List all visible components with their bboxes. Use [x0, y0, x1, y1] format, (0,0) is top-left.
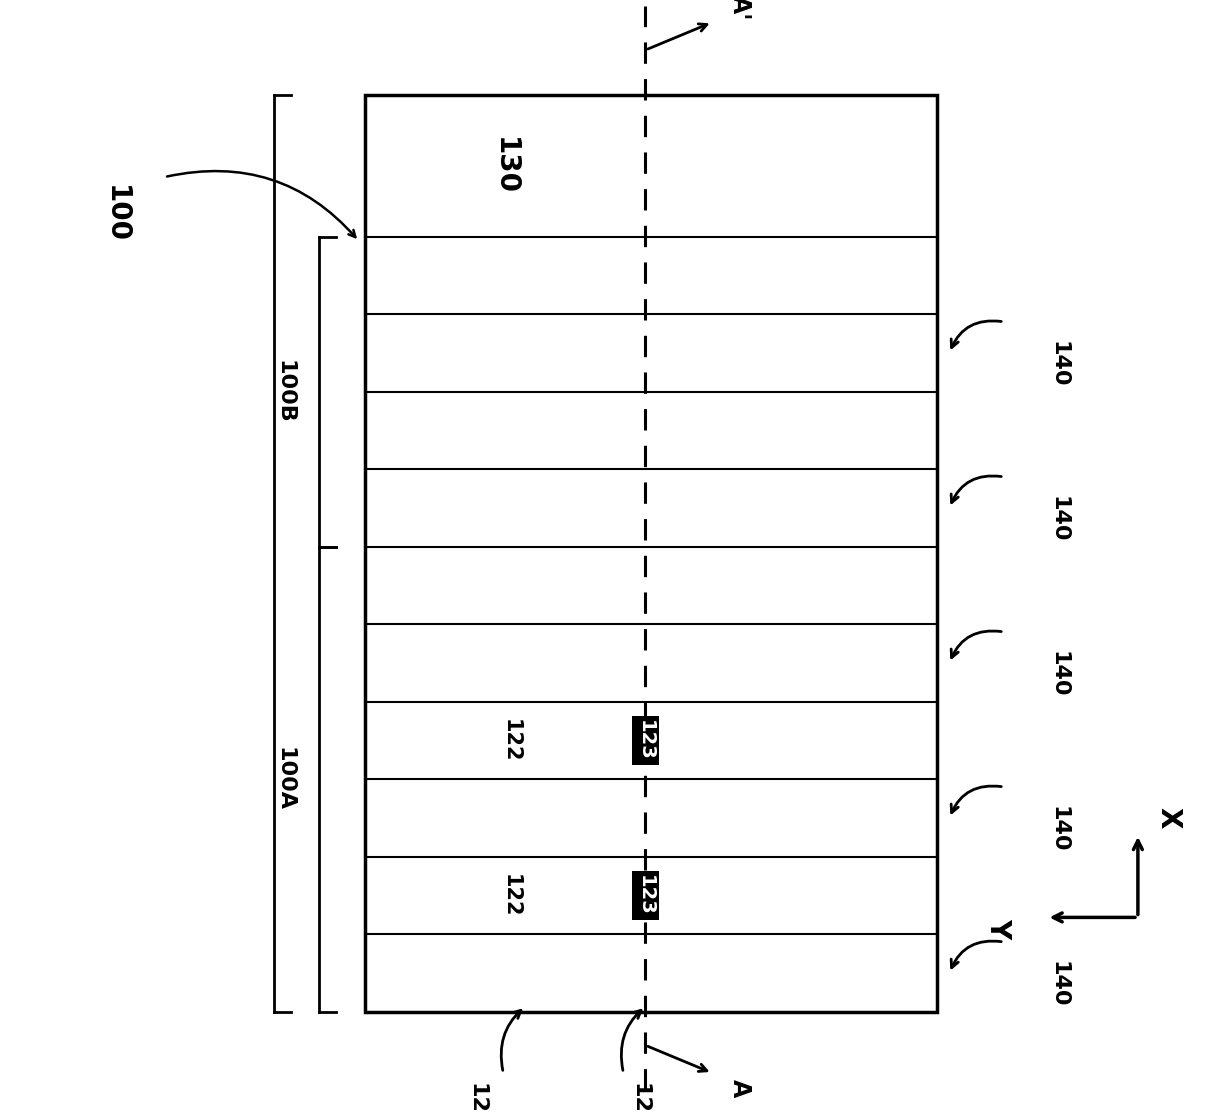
Text: 100A: 100A: [275, 747, 295, 812]
Text: A: A: [728, 1079, 752, 1096]
Text: 140: 140: [1049, 806, 1069, 853]
Text: 120: 120: [466, 1083, 487, 1112]
Text: 140: 140: [1049, 961, 1069, 1007]
Text: A': A': [728, 0, 752, 20]
Text: 120: 120: [629, 1083, 650, 1112]
Text: 130: 130: [492, 137, 520, 195]
Text: 100B: 100B: [275, 360, 295, 424]
Text: Y: Y: [985, 919, 1013, 939]
Text: 140: 140: [1049, 651, 1069, 697]
Text: X: X: [1154, 807, 1183, 828]
Text: 100: 100: [101, 185, 130, 242]
Text: 122: 122: [501, 874, 521, 917]
Text: 140: 140: [1049, 496, 1069, 543]
Text: 122: 122: [501, 718, 521, 763]
Text: 140: 140: [1049, 341, 1069, 387]
Text: 123: 123: [635, 721, 655, 761]
Text: 123: 123: [635, 875, 655, 916]
Bar: [365, 95, 937, 1012]
